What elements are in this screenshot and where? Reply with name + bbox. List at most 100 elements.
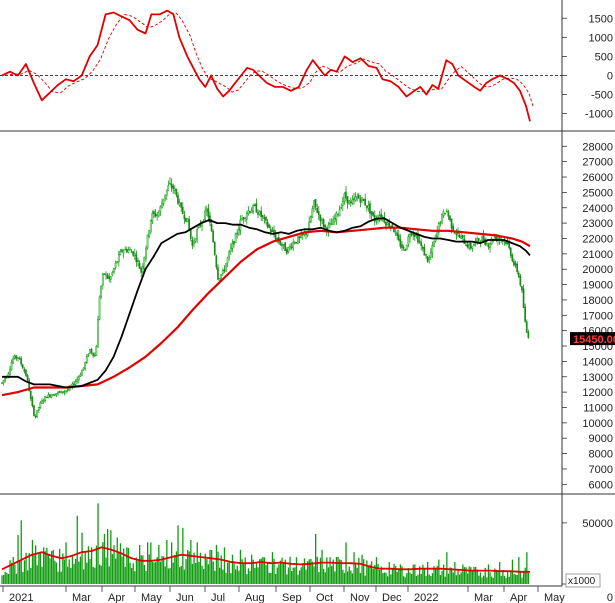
candle-body [413,234,416,237]
candle-body [189,230,192,239]
volume-bar [404,577,406,584]
volume-bar [335,557,338,584]
candle-body [324,224,327,228]
volume-bar [399,564,402,584]
volume-bar [359,573,362,584]
volume-bar [332,559,334,584]
candle-body [412,234,415,236]
volume-ma-line [1,546,530,573]
volume-bar [230,573,232,584]
candle-body [429,252,432,258]
volume-bar [286,574,288,584]
volume-bar [102,542,104,584]
volume-bar [246,574,248,584]
volume-bar [486,577,488,584]
volume-bar [283,563,285,584]
volume-bar [25,552,27,584]
candle-body [505,241,507,244]
price-candles [1,177,530,419]
volume-bar [380,566,382,584]
volume-bar [526,552,528,584]
candle-body [444,213,447,215]
candle-body [66,389,69,391]
volume-bar [190,540,192,584]
candle-body [9,368,11,375]
volume-bar [91,547,93,584]
candle-body [425,253,427,256]
candle-body [345,191,347,199]
volume-bar [27,570,29,584]
candle-body [501,240,504,242]
x-tick-label: Aug [245,592,265,603]
volume-bar [414,564,416,584]
candle-body [252,205,255,213]
volume-bar [419,566,421,584]
candle-body [49,394,51,397]
price-tick-label: 13000 [582,372,613,384]
volume-bar [271,552,274,584]
candle-body [353,198,355,200]
volume-bar [151,562,154,584]
candle-body [407,236,410,245]
volume-bar [121,556,123,584]
candle-body [106,274,109,279]
volume-bar [148,554,150,584]
volume-bar [115,558,117,584]
volume-bar [55,562,58,584]
volume-bar [502,570,504,584]
candle-body [468,243,471,249]
candle-body [428,257,431,261]
volume-bar [68,559,70,584]
volume-bar [87,546,90,584]
candle-body [281,244,283,246]
candle-body [89,348,91,354]
candle-body [453,232,456,234]
candle-body [180,203,183,208]
volume-bar [292,567,294,584]
candle-body [2,380,5,384]
volume-bar [236,565,238,584]
price-tick-label: 19000 [582,280,613,292]
volume-bar [11,562,13,584]
volume-bar [3,575,5,584]
candle-body [461,234,464,239]
volume-bar [6,572,8,584]
candle-body [79,374,82,377]
volume-bar [516,574,518,584]
volume-bar [211,550,213,584]
price-tick-label: 22000 [582,233,613,245]
candle-body [97,319,99,348]
candle-body [513,261,515,266]
volume-bar [339,559,341,584]
volume-bar [343,572,346,584]
volume-bar [251,554,253,584]
price-tick-label: 21000 [582,249,613,261]
oscillator-line [1,9,531,122]
volume-bar [174,555,176,584]
candle-body [185,217,187,222]
candle-body [393,228,395,233]
volume-bar [227,562,229,584]
candle-body [162,199,165,204]
last-price-tag: 15450.00 [570,332,615,346]
volume-bar [372,568,374,584]
volume-bar [108,566,110,584]
candle-body [183,214,186,219]
volume-bar [358,557,360,584]
candle-body [172,185,175,190]
volume-bar [142,555,144,584]
volume-bar [305,569,307,584]
x-tick-label: Dec [382,592,402,603]
candle-body [159,206,162,212]
volume-bar [22,572,24,584]
candle-body [385,221,387,226]
volume-bar [302,563,304,584]
volume-bar [129,562,131,584]
oscillator-tick-label: 1500 [589,13,613,25]
last-price-label: 15450.00 [573,334,615,346]
x-axis-ticks: 2021 Mar Apr May Jun Jul Aug Sep Oct Nov Dec 2022 Ma… [2,586,565,603]
volume-bar [161,555,163,584]
candle-body [169,182,171,185]
candle-body [473,243,475,247]
volume-bar [462,564,464,584]
